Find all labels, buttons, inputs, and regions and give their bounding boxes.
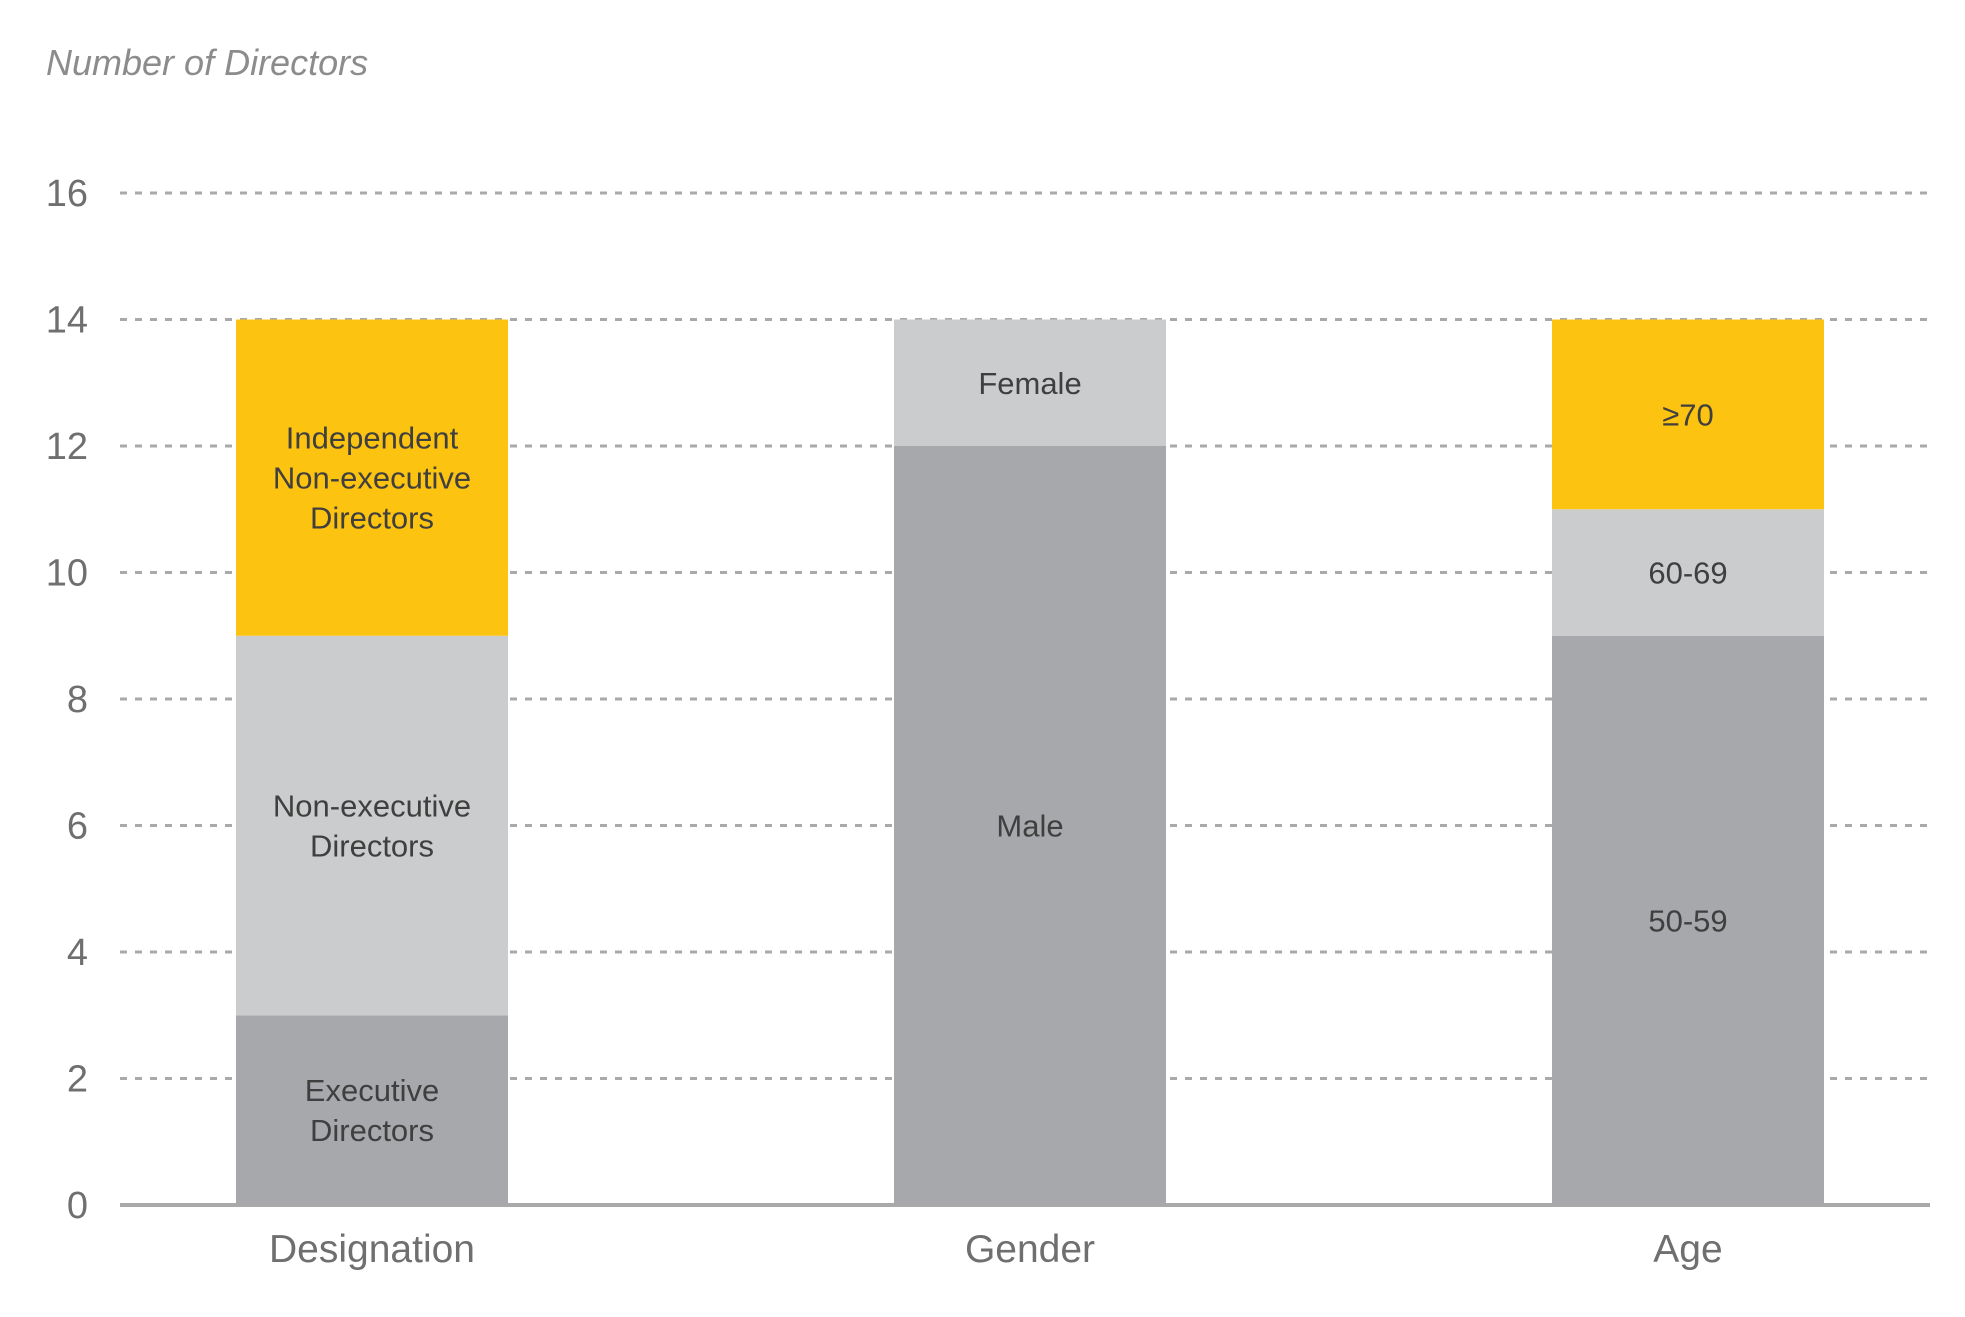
y-tick-label: 2 [67, 1059, 88, 1101]
segment-label: Male [996, 809, 1063, 844]
y-tick-label: 4 [67, 932, 88, 974]
x-tick-label: Designation [269, 1228, 475, 1271]
y-tick-label: 10 [46, 553, 88, 595]
bar-segment [1552, 509, 1824, 636]
bar-segment [1552, 635, 1824, 1205]
y-tick-label: 6 [67, 806, 88, 848]
bar-segment [894, 319, 1166, 446]
y-axis-title: Number of Directors [46, 42, 369, 83]
segment-label: Non-executive [273, 789, 471, 824]
segment-label: Non-executive [273, 461, 471, 496]
bar-segment [236, 635, 508, 1016]
segment-label: 50-59 [1648, 903, 1727, 938]
bar-segment [236, 319, 508, 636]
x-tick-label: Gender [965, 1228, 1095, 1271]
bar-segment [1552, 319, 1824, 510]
y-tick-label: 0 [67, 1185, 88, 1227]
y-tick-label: 8 [67, 679, 88, 721]
bar-segment [236, 1015, 508, 1205]
y-tick-label: 12 [46, 426, 88, 468]
segment-label: ≥70 [1662, 397, 1714, 432]
segment-label: Directors [310, 501, 434, 536]
y-tick-label: 14 [46, 300, 88, 342]
x-tick-label: Age [1653, 1228, 1722, 1271]
bar-segment [894, 446, 1166, 1205]
segment-label: Executive [305, 1073, 439, 1108]
segment-label: Directors [310, 829, 434, 864]
segment-label: Directors [310, 1113, 434, 1148]
segment-label: Female [978, 366, 1081, 401]
segment-label: 60-69 [1648, 556, 1727, 591]
segment-label: Independent [286, 421, 459, 456]
y-tick-label: 16 [46, 173, 88, 215]
